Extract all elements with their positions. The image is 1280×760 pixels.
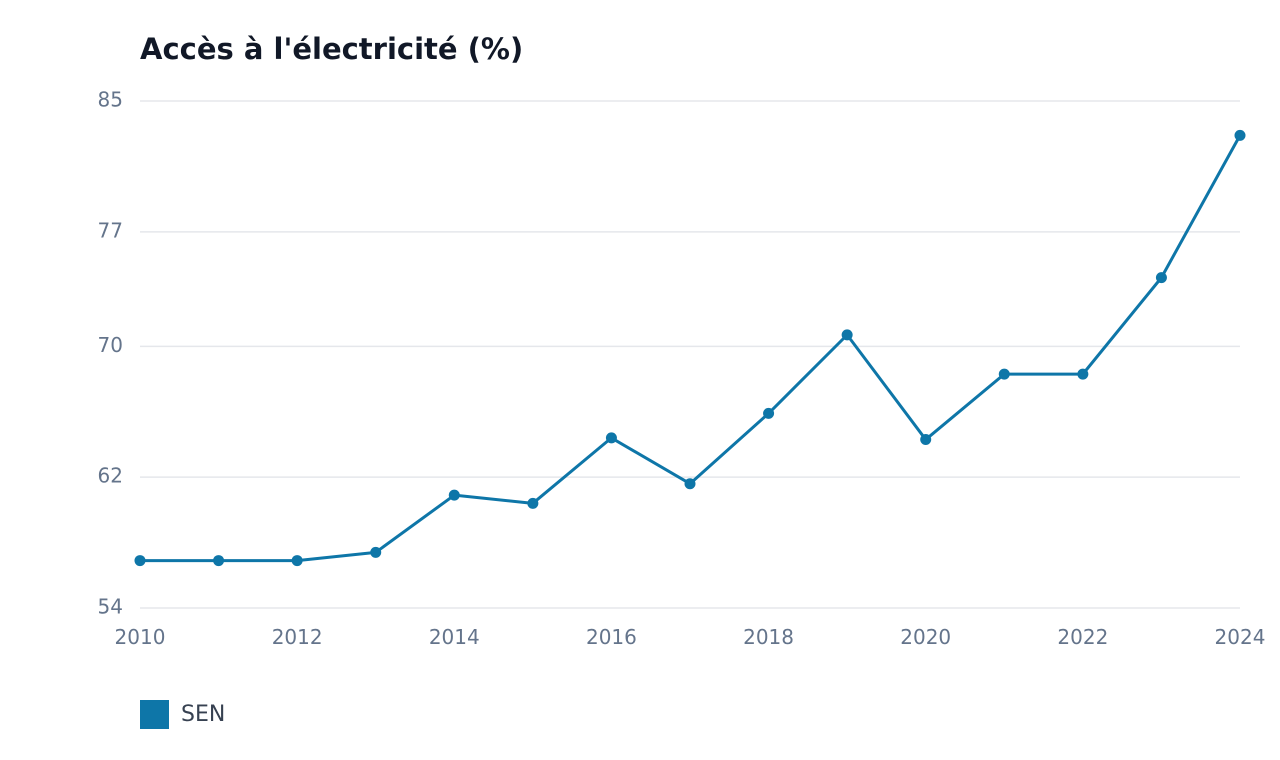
data-point bbox=[291, 555, 303, 567]
data-point bbox=[370, 546, 382, 558]
x-tick-label: 2014 bbox=[429, 625, 480, 649]
y-axis-ticks: 85 77 70 62 54 bbox=[98, 88, 123, 619]
x-tick-label: 2018 bbox=[743, 625, 794, 649]
x-axis-ticks: 2010 2012 2014 2016 2018 2020 2022 2024 bbox=[115, 625, 1266, 649]
data-point bbox=[527, 497, 539, 509]
x-tick-label: 2012 bbox=[272, 625, 323, 649]
gridlines bbox=[140, 100, 1240, 609]
y-tick-label: 77 bbox=[98, 218, 123, 242]
data-point bbox=[213, 555, 225, 567]
data-point bbox=[448, 489, 460, 501]
data-point bbox=[1077, 368, 1089, 380]
data-point bbox=[1234, 129, 1246, 141]
x-tick-label: 2024 bbox=[1215, 625, 1266, 649]
chart-title: Accès à l'électricité (%) bbox=[140, 32, 524, 66]
legend-label: SEN bbox=[181, 702, 226, 727]
y-tick-label: 85 bbox=[98, 88, 123, 112]
data-point bbox=[605, 432, 617, 444]
x-tick-label: 2010 bbox=[115, 625, 166, 649]
data-point bbox=[920, 434, 932, 446]
data-point bbox=[841, 329, 853, 341]
data-point bbox=[134, 555, 146, 567]
legend-swatch bbox=[140, 700, 169, 729]
x-tick-label: 2016 bbox=[586, 625, 637, 649]
data-point bbox=[684, 478, 696, 490]
x-tick-label: 2022 bbox=[1057, 625, 1108, 649]
series-layer bbox=[134, 129, 1246, 567]
legend: SEN bbox=[140, 700, 225, 729]
data-point bbox=[763, 407, 775, 419]
data-point bbox=[998, 368, 1010, 380]
y-tick-label: 54 bbox=[98, 595, 123, 619]
x-tick-label: 2020 bbox=[900, 625, 951, 649]
data-point bbox=[1155, 272, 1167, 284]
y-tick-label: 70 bbox=[98, 333, 123, 357]
series-line bbox=[138, 133, 1242, 563]
y-tick-label: 62 bbox=[98, 464, 123, 488]
